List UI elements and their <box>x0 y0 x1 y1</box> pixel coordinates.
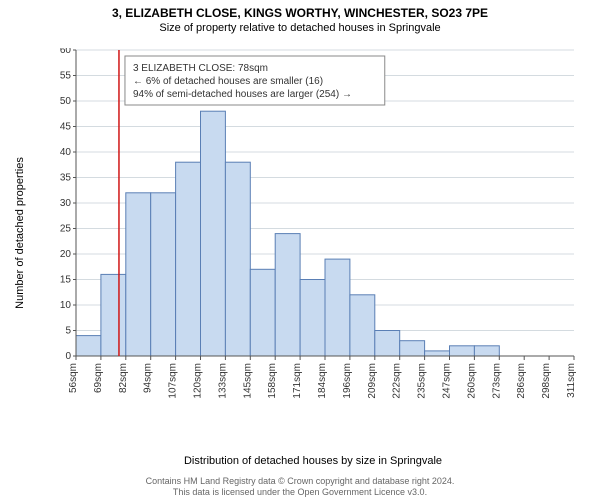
x-tick-label: 69sqm <box>93 363 104 393</box>
histogram-bar <box>275 234 300 356</box>
histogram-bar <box>101 274 126 356</box>
histogram-bar <box>176 162 201 356</box>
x-tick-label: 298sqm <box>541 363 552 399</box>
x-tick-label: 107sqm <box>168 363 179 399</box>
histogram-bar <box>250 269 275 356</box>
histogram-bar <box>76 336 101 356</box>
y-tick-label: 45 <box>60 122 72 133</box>
y-axis-label: Number of detached properties <box>14 48 26 418</box>
x-tick-label: 273sqm <box>491 363 502 399</box>
x-tick-label: 133sqm <box>217 363 228 399</box>
footer-line-1: Contains HM Land Registry data © Crown c… <box>146 476 455 486</box>
histogram-bar <box>126 193 151 356</box>
x-tick-label: 94sqm <box>143 363 154 393</box>
footer-attribution: Contains HM Land Registry data © Crown c… <box>0 476 600 499</box>
x-tick-label: 82sqm <box>118 363 129 393</box>
histogram-bar <box>225 162 250 356</box>
histogram-bar <box>325 259 350 356</box>
x-tick-label: 158sqm <box>267 363 278 399</box>
callout-line: 3 ELIZABETH CLOSE: 78sqm <box>133 63 268 74</box>
x-tick-label: 56sqm <box>68 363 79 393</box>
y-tick-label: 40 <box>60 147 72 158</box>
chart-container: 3, ELIZABETH CLOSE, KINGS WORTHY, WINCHE… <box>0 0 600 500</box>
y-tick-label: 50 <box>60 96 72 107</box>
histogram-bar <box>350 295 375 356</box>
histogram-bar <box>474 346 499 356</box>
x-tick-label: 260sqm <box>466 363 477 399</box>
plot-area: 0 5 10 15 20 25 30 35 40 45 50 55 60 56sqm 69sqm 82sqm 9… <box>48 48 578 418</box>
chart-svg: 0 5 10 15 20 25 30 35 40 45 50 55 60 56sqm 69sqm 82sqm 9… <box>48 48 578 418</box>
x-tick-label: 235sqm <box>417 363 428 399</box>
x-tick-label: 196sqm <box>342 363 353 399</box>
x-tick-label: 145sqm <box>242 363 253 399</box>
y-tick-label: 25 <box>60 224 72 235</box>
y-tick-label: 10 <box>60 300 72 311</box>
x-tick-label: 184sqm <box>317 363 328 399</box>
y-tick-label: 20 <box>60 249 72 260</box>
x-tick-label: 120sqm <box>193 363 204 399</box>
y-tick-label: 30 <box>60 198 72 209</box>
x-tick-label: 286sqm <box>516 363 527 399</box>
x-axis-label: Distribution of detached houses by size … <box>48 455 578 467</box>
x-tick-label: 171sqm <box>292 363 303 399</box>
x-tick-label: 209sqm <box>367 363 378 399</box>
footer-line-2: This data is licensed under the Open Gov… <box>173 487 427 497</box>
histogram-bar <box>375 331 400 357</box>
x-tick-label: 311sqm <box>566 363 577 398</box>
histogram-bar <box>425 351 450 356</box>
y-tick-label: 15 <box>60 275 72 286</box>
x-tick-label: 222sqm <box>392 363 403 399</box>
chart-title: 3, ELIZABETH CLOSE, KINGS WORTHY, WINCHE… <box>0 0 600 20</box>
histogram-bar <box>300 280 325 357</box>
y-tick-label: 60 <box>60 48 72 56</box>
y-tick-label: 35 <box>60 173 72 184</box>
histogram-bar <box>151 193 176 356</box>
x-tick-label: 247sqm <box>442 363 453 399</box>
histogram-bar <box>450 346 475 356</box>
histogram-bar <box>201 111 226 356</box>
y-tick-label: 0 <box>65 351 71 362</box>
histogram-bar <box>400 341 425 356</box>
y-tick-label: 5 <box>65 326 71 337</box>
callout-line: 94% of semi-detached houses are larger (… <box>133 89 352 100</box>
chart-subtitle: Size of property relative to detached ho… <box>0 20 600 38</box>
y-tick-label: 55 <box>60 71 72 82</box>
callout-line: ← 6% of detached houses are smaller (16) <box>133 76 323 87</box>
